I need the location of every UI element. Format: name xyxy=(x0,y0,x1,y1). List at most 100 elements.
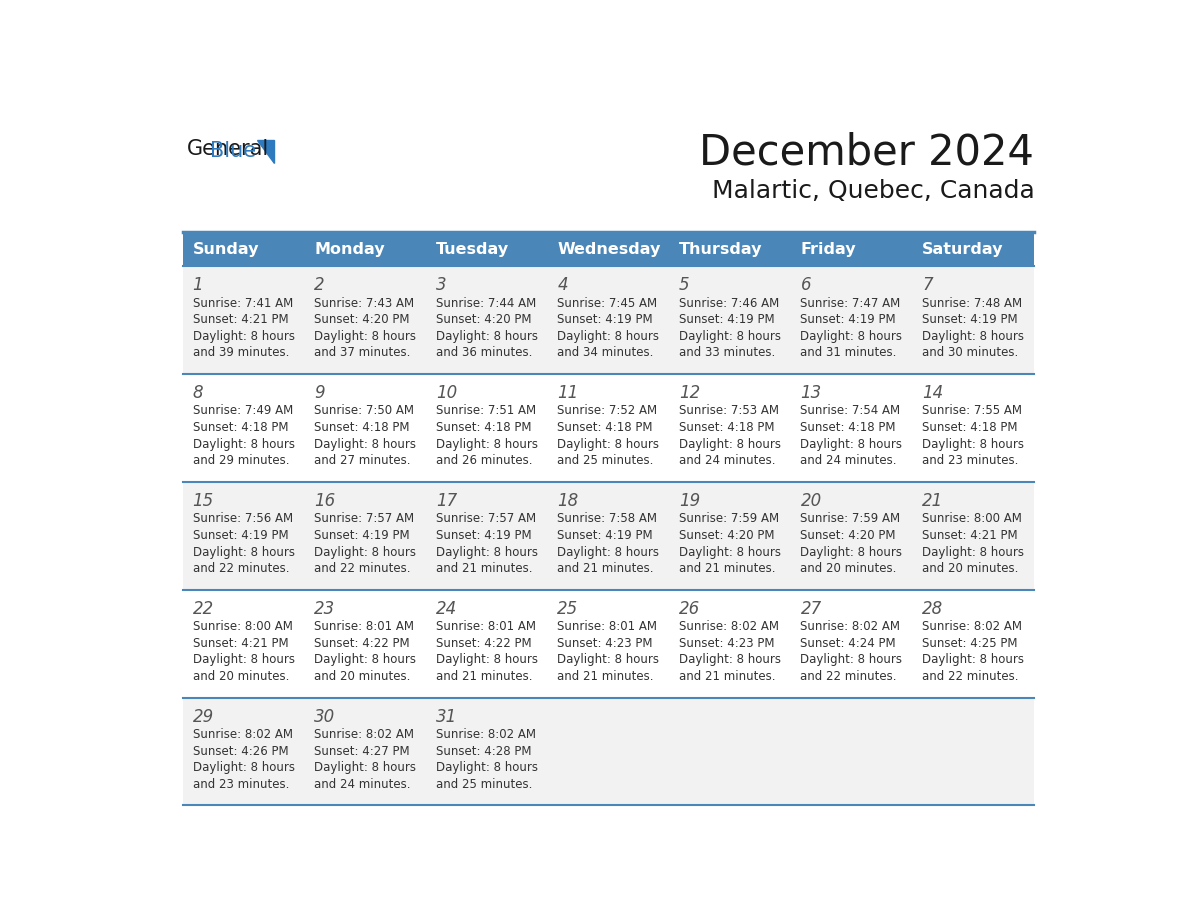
Text: 7: 7 xyxy=(922,275,933,294)
Text: Sunset: 4:18 PM: Sunset: 4:18 PM xyxy=(678,421,775,434)
Text: Sunrise: 7:57 AM: Sunrise: 7:57 AM xyxy=(315,512,415,525)
Text: and 25 minutes.: and 25 minutes. xyxy=(436,778,532,791)
Text: 17: 17 xyxy=(436,492,457,509)
Text: 4: 4 xyxy=(557,275,568,294)
Text: Daylight: 8 hours: Daylight: 8 hours xyxy=(436,761,538,775)
Text: and 22 minutes.: and 22 minutes. xyxy=(922,670,1018,683)
Text: 11: 11 xyxy=(557,384,579,402)
Text: Sunrise: 8:00 AM: Sunrise: 8:00 AM xyxy=(192,621,292,633)
Text: Daylight: 8 hours: Daylight: 8 hours xyxy=(192,330,295,342)
Text: 21: 21 xyxy=(922,492,943,509)
Text: Daylight: 8 hours: Daylight: 8 hours xyxy=(315,330,416,342)
Text: Sunset: 4:25 PM: Sunset: 4:25 PM xyxy=(922,637,1018,650)
Text: 10: 10 xyxy=(436,384,457,402)
Bar xyxy=(183,265,1035,374)
Text: Sunrise: 7:52 AM: Sunrise: 7:52 AM xyxy=(557,405,657,418)
Bar xyxy=(183,698,1035,805)
Text: 15: 15 xyxy=(192,492,214,509)
Text: Daylight: 8 hours: Daylight: 8 hours xyxy=(436,545,538,558)
Text: Sunrise: 7:47 AM: Sunrise: 7:47 AM xyxy=(801,297,901,309)
Text: and 31 minutes.: and 31 minutes. xyxy=(801,346,897,359)
Text: Blue: Blue xyxy=(210,141,257,161)
Text: and 21 minutes.: and 21 minutes. xyxy=(557,562,653,575)
Text: Sunrise: 7:59 AM: Sunrise: 7:59 AM xyxy=(678,512,779,525)
Text: Sunset: 4:18 PM: Sunset: 4:18 PM xyxy=(801,421,896,434)
Text: Sunrise: 7:58 AM: Sunrise: 7:58 AM xyxy=(557,512,657,525)
Text: Daylight: 8 hours: Daylight: 8 hours xyxy=(922,654,1024,666)
Text: 12: 12 xyxy=(678,384,700,402)
Text: Saturday: Saturday xyxy=(922,242,1004,257)
Text: Sunrise: 7:59 AM: Sunrise: 7:59 AM xyxy=(801,512,901,525)
Text: Sunrise: 8:02 AM: Sunrise: 8:02 AM xyxy=(315,728,415,742)
Text: and 29 minutes.: and 29 minutes. xyxy=(192,454,289,467)
Text: Sunset: 4:20 PM: Sunset: 4:20 PM xyxy=(315,313,410,326)
Text: 31: 31 xyxy=(436,708,457,725)
Text: Sunset: 4:19 PM: Sunset: 4:19 PM xyxy=(678,313,775,326)
Text: and 22 minutes.: and 22 minutes. xyxy=(801,670,897,683)
Bar xyxy=(183,233,1035,265)
Text: and 33 minutes.: and 33 minutes. xyxy=(678,346,776,359)
Text: Sunset: 4:27 PM: Sunset: 4:27 PM xyxy=(315,744,410,758)
Text: Sunset: 4:19 PM: Sunset: 4:19 PM xyxy=(315,529,410,542)
Text: and 21 minutes.: and 21 minutes. xyxy=(678,670,776,683)
Text: and 30 minutes.: and 30 minutes. xyxy=(922,346,1018,359)
Text: 26: 26 xyxy=(678,599,700,618)
Text: Wednesday: Wednesday xyxy=(557,242,661,257)
Text: Sunrise: 7:55 AM: Sunrise: 7:55 AM xyxy=(922,405,1022,418)
Text: Daylight: 8 hours: Daylight: 8 hours xyxy=(557,438,659,451)
Text: Daylight: 8 hours: Daylight: 8 hours xyxy=(678,330,781,342)
Text: 20: 20 xyxy=(801,492,822,509)
Text: Sunset: 4:19 PM: Sunset: 4:19 PM xyxy=(557,529,653,542)
Text: 24: 24 xyxy=(436,599,457,618)
Text: December 2024: December 2024 xyxy=(700,131,1035,174)
Text: Daylight: 8 hours: Daylight: 8 hours xyxy=(801,438,903,451)
Text: and 23 minutes.: and 23 minutes. xyxy=(922,454,1018,467)
Text: Thursday: Thursday xyxy=(678,242,763,257)
Text: Sunrise: 7:48 AM: Sunrise: 7:48 AM xyxy=(922,297,1022,309)
Text: Friday: Friday xyxy=(801,242,857,257)
Bar xyxy=(183,482,1035,589)
Text: Sunrise: 8:02 AM: Sunrise: 8:02 AM xyxy=(192,728,292,742)
Text: Sunset: 4:19 PM: Sunset: 4:19 PM xyxy=(192,529,289,542)
Text: and 21 minutes.: and 21 minutes. xyxy=(557,670,653,683)
Text: Sunset: 4:21 PM: Sunset: 4:21 PM xyxy=(192,313,289,326)
Text: Daylight: 8 hours: Daylight: 8 hours xyxy=(557,654,659,666)
Text: Sunrise: 7:46 AM: Sunrise: 7:46 AM xyxy=(678,297,779,309)
Text: Sunset: 4:18 PM: Sunset: 4:18 PM xyxy=(192,421,289,434)
Text: 25: 25 xyxy=(557,599,579,618)
Text: Sunset: 4:19 PM: Sunset: 4:19 PM xyxy=(557,313,653,326)
Text: Daylight: 8 hours: Daylight: 8 hours xyxy=(436,330,538,342)
Text: and 39 minutes.: and 39 minutes. xyxy=(192,346,289,359)
Text: Daylight: 8 hours: Daylight: 8 hours xyxy=(922,545,1024,558)
Text: and 37 minutes.: and 37 minutes. xyxy=(315,346,411,359)
Text: 28: 28 xyxy=(922,599,943,618)
Text: Sunrise: 7:50 AM: Sunrise: 7:50 AM xyxy=(315,405,415,418)
Text: Sunset: 4:20 PM: Sunset: 4:20 PM xyxy=(436,313,531,326)
Text: and 24 minutes.: and 24 minutes. xyxy=(801,454,897,467)
Text: Daylight: 8 hours: Daylight: 8 hours xyxy=(315,654,416,666)
Text: Daylight: 8 hours: Daylight: 8 hours xyxy=(192,438,295,451)
Text: Sunrise: 8:00 AM: Sunrise: 8:00 AM xyxy=(922,512,1022,525)
Text: 22: 22 xyxy=(192,599,214,618)
Text: 18: 18 xyxy=(557,492,579,509)
Text: Sunrise: 7:56 AM: Sunrise: 7:56 AM xyxy=(192,512,292,525)
Text: Sunset: 4:19 PM: Sunset: 4:19 PM xyxy=(436,529,531,542)
Text: 6: 6 xyxy=(801,275,811,294)
Text: Monday: Monday xyxy=(315,242,385,257)
Text: and 20 minutes.: and 20 minutes. xyxy=(922,562,1018,575)
Text: Sunset: 4:26 PM: Sunset: 4:26 PM xyxy=(192,744,289,758)
Text: 8: 8 xyxy=(192,384,203,402)
Text: Sunrise: 7:57 AM: Sunrise: 7:57 AM xyxy=(436,512,536,525)
Text: Sunset: 4:24 PM: Sunset: 4:24 PM xyxy=(801,637,896,650)
Text: 27: 27 xyxy=(801,599,822,618)
Text: Tuesday: Tuesday xyxy=(436,242,508,257)
Text: 30: 30 xyxy=(315,708,335,725)
Text: and 24 minutes.: and 24 minutes. xyxy=(678,454,776,467)
Text: Daylight: 8 hours: Daylight: 8 hours xyxy=(922,330,1024,342)
Text: Daylight: 8 hours: Daylight: 8 hours xyxy=(315,438,416,451)
Text: Daylight: 8 hours: Daylight: 8 hours xyxy=(557,330,659,342)
Text: 16: 16 xyxy=(315,492,335,509)
Text: and 22 minutes.: and 22 minutes. xyxy=(192,562,289,575)
Text: and 20 minutes.: and 20 minutes. xyxy=(315,670,411,683)
Text: Daylight: 8 hours: Daylight: 8 hours xyxy=(678,545,781,558)
